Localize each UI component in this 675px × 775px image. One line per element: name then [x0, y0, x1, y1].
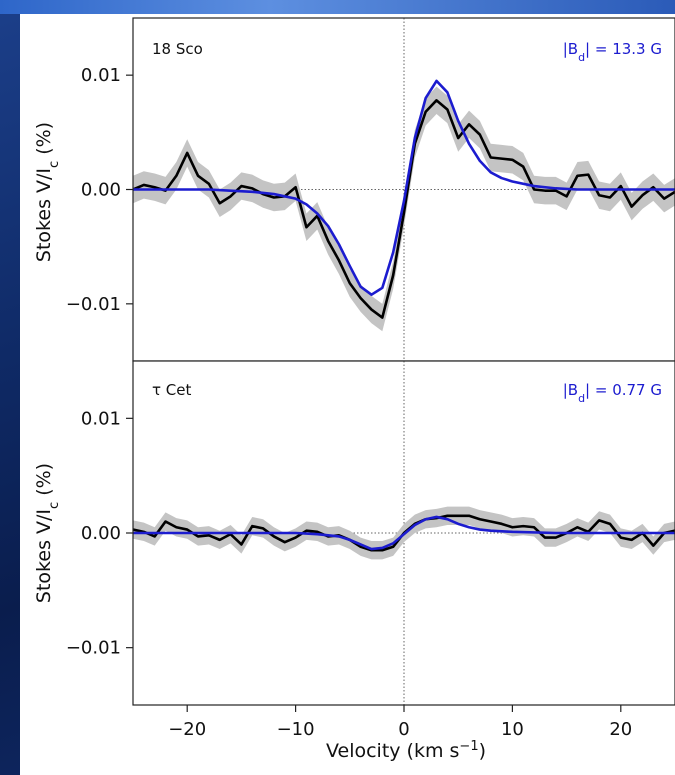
y-title-bottom-sub: c — [47, 502, 62, 509]
field-label-bottom-sub: d — [578, 392, 585, 405]
y-tick-label-top: −0.01 — [66, 294, 121, 315]
y-tick-label-bottom: 0.00 — [81, 523, 121, 544]
y-title-top-sub: c — [47, 161, 62, 168]
panel-bottom: 0.01 0.00 −0.01 −20 −10 0 10 20 — [66, 360, 675, 740]
field-label-top-prefix: |B — [563, 40, 578, 58]
field-label-bottom-prefix: |B — [563, 381, 578, 399]
x-title-main: Velocity (km s — [326, 740, 459, 762]
y-axis-title-top: Stokes V/Ic (%) — [33, 122, 62, 262]
field-label-top: |Bd| = 13.3 G — [563, 40, 662, 64]
x-axis-title: Velocity (km s−1) — [326, 739, 486, 763]
y-title-top-main: Stokes V/I — [33, 168, 55, 262]
x-tick-label: −20 — [168, 719, 206, 740]
background-glow-strip — [0, 0, 675, 14]
y-tick-label-bottom: −0.01 — [66, 638, 121, 659]
x-tick-label: 20 — [609, 719, 632, 740]
field-label-top-sub: d — [578, 51, 585, 64]
field-label-top-suffix: | = 13.3 G — [585, 40, 662, 58]
x-title-suffix: ) — [479, 740, 486, 762]
y-title-bottom-main: Stokes V/I — [33, 509, 55, 603]
star-label-bottom: τ Cet — [152, 381, 192, 399]
star-label-top: 18 Sco — [152, 40, 203, 58]
field-label-bottom: |Bd| = 0.77 G — [563, 381, 662, 405]
x-tick-label: −10 — [277, 719, 315, 740]
y-axis-title-bottom: Stokes V/Ic (%) — [33, 463, 62, 603]
y-title-top-suffix: (%) — [33, 122, 55, 161]
y-tick-label-bottom: 0.01 — [81, 408, 121, 429]
y-tick-label-top: 0.00 — [81, 180, 121, 201]
y-title-bottom-suffix: (%) — [33, 463, 55, 502]
field-label-bottom-suffix: | = 0.77 G — [585, 381, 662, 399]
x-title-sup: −1 — [459, 739, 478, 754]
observed-line-top — [132, 99, 675, 319]
y-tick-label-top: 0.01 — [81, 65, 121, 86]
model-line-top — [133, 79, 675, 296]
x-tick-label: 0 — [398, 719, 409, 740]
model-line-bottom — [133, 515, 675, 551]
x-tick-label: 10 — [501, 719, 524, 740]
panel-top: 0.01 0.00 −0.01 — [66, 17, 675, 368]
